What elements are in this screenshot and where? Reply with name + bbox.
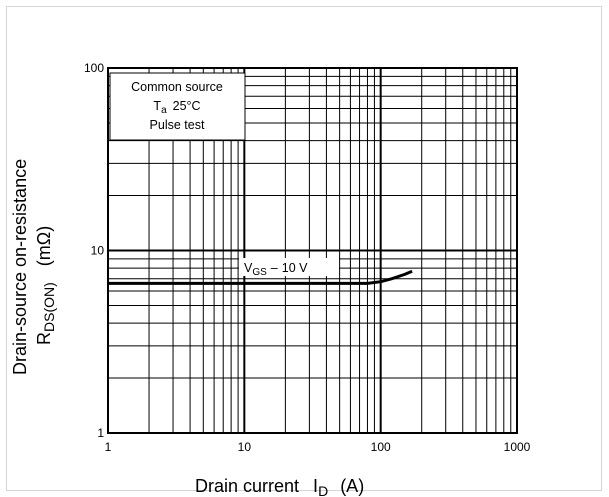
annotation-symbol: T bbox=[153, 99, 161, 113]
annotation-line3: Pulse test bbox=[150, 118, 205, 132]
series-line-vgs bbox=[108, 269, 413, 285]
x-tick-label: 1 bbox=[105, 440, 112, 454]
x-axis-title: Drain current ID (A) bbox=[195, 476, 364, 497]
x-axis-symbol: I bbox=[313, 476, 318, 496]
x-tick-label: 100 bbox=[371, 440, 391, 454]
series-label-symbol: V bbox=[244, 261, 253, 275]
y-axis-symbol: R bbox=[34, 332, 54, 345]
x-axis-title-main: Drain current bbox=[195, 476, 299, 496]
x-axis-unit: (A) bbox=[340, 476, 364, 496]
x-tick-label: 10 bbox=[238, 440, 252, 454]
y-axis-subscript: DS(ON) bbox=[41, 282, 57, 332]
series-label-subscript: GS bbox=[252, 267, 267, 278]
plot-border bbox=[107, 67, 518, 434]
annotation-value: 25°C bbox=[173, 99, 201, 113]
annotation-line2: Ta 25°C bbox=[153, 99, 200, 116]
y-tick-label: 100 bbox=[84, 61, 104, 75]
annotation-line1: Common source bbox=[131, 80, 223, 94]
y-tick-label: 1 bbox=[97, 426, 104, 440]
chart-frame bbox=[6, 6, 602, 491]
y-tick-labels: 1 10 100 bbox=[84, 61, 104, 440]
annotation-subscript: a bbox=[161, 105, 167, 116]
y-tick-label: 10 bbox=[91, 244, 105, 258]
x-tick-label: 1000 bbox=[504, 440, 531, 454]
annotation-box: Common source Ta 25°C Pulse test bbox=[109, 72, 246, 141]
x-tick-labels: 1 10 100 1000 bbox=[105, 440, 531, 454]
series-label-box: VGS –10 V bbox=[239, 258, 339, 278]
y-axis-unit: (mΩ) bbox=[34, 226, 54, 266]
x-axis-subscript: D bbox=[318, 483, 328, 497]
y-axis-title-line2: RDS(ON) (mΩ) bbox=[34, 226, 57, 345]
y-axis-title-line1: Drain-source on-resistance bbox=[10, 159, 30, 375]
y-axis-title: Drain-source on-resistance RDS(ON) (mΩ) bbox=[10, 159, 57, 375]
series-label: VGS –10 V bbox=[244, 261, 308, 278]
series-label-value: 10 V bbox=[282, 261, 308, 275]
series-label-dash: – bbox=[271, 261, 278, 275]
